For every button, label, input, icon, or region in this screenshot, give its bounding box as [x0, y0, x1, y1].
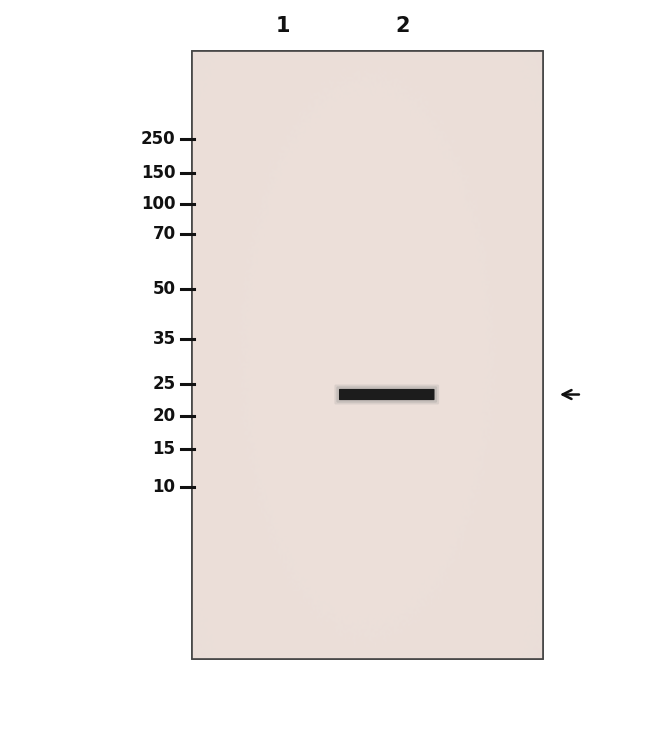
- Text: 50: 50: [153, 280, 176, 299]
- Text: 15: 15: [153, 440, 176, 458]
- Bar: [192, 51, 543, 659]
- Text: 20: 20: [152, 407, 176, 425]
- Text: 100: 100: [141, 195, 176, 213]
- Bar: [192, 51, 543, 659]
- Text: 10: 10: [153, 479, 176, 496]
- FancyBboxPatch shape: [339, 389, 434, 400]
- Text: 25: 25: [152, 376, 176, 393]
- Text: 35: 35: [152, 329, 176, 348]
- Text: 1: 1: [276, 15, 290, 36]
- Text: 70: 70: [152, 225, 176, 242]
- Text: 250: 250: [141, 130, 176, 149]
- FancyBboxPatch shape: [334, 384, 439, 405]
- Text: 150: 150: [141, 164, 176, 182]
- FancyBboxPatch shape: [337, 386, 437, 403]
- Text: 2: 2: [396, 15, 410, 36]
